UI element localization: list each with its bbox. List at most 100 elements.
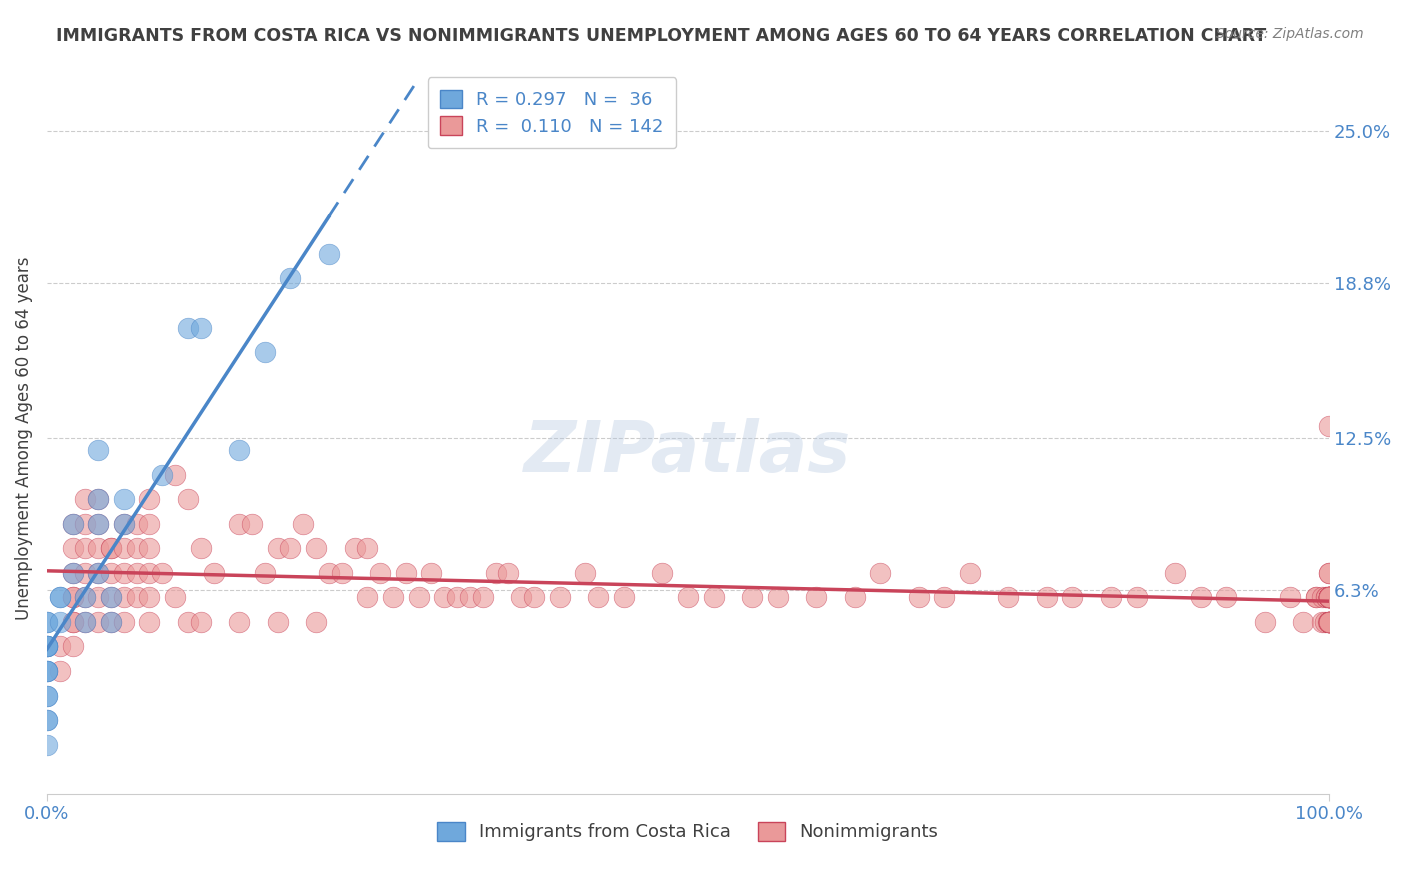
Point [676, 591, 699, 605]
Point [112, 516, 135, 531]
Point [1315, 591, 1337, 605]
Point [253, 566, 276, 580]
Point [150, 566, 173, 580]
Point [62, 566, 84, 580]
Point [586, 591, 609, 605]
Point [190, 320, 212, 334]
Point [844, 591, 866, 605]
Point [330, 566, 353, 580]
Point [87, 591, 110, 605]
Point [100, 566, 122, 580]
Point [228, 516, 250, 531]
Point [1317, 591, 1340, 605]
Point [420, 566, 443, 580]
Point [35, 689, 58, 703]
Point [343, 541, 366, 556]
Point [1317, 591, 1340, 605]
Point [62, 591, 84, 605]
Point [1317, 566, 1340, 580]
Point [228, 443, 250, 458]
Point [112, 492, 135, 507]
Point [1292, 615, 1315, 629]
Point [112, 615, 135, 629]
Point [190, 541, 212, 556]
Point [87, 615, 110, 629]
Point [62, 615, 84, 629]
Point [87, 443, 110, 458]
Point [498, 566, 520, 580]
Point [35, 664, 58, 678]
Point [112, 566, 135, 580]
Point [177, 615, 200, 629]
Point [471, 591, 494, 605]
Point [280, 271, 302, 285]
Point [1099, 591, 1122, 605]
Point [510, 591, 533, 605]
Point [1215, 591, 1237, 605]
Point [100, 615, 122, 629]
Point [382, 591, 405, 605]
Point [62, 516, 84, 531]
Point [100, 541, 122, 556]
Point [125, 566, 148, 580]
Point [75, 615, 97, 629]
Point [62, 541, 84, 556]
Point [1312, 615, 1334, 629]
Point [87, 541, 110, 556]
Point [125, 591, 148, 605]
Point [1317, 591, 1340, 605]
Point [177, 492, 200, 507]
Point [1189, 591, 1212, 605]
Point [1317, 591, 1340, 605]
Point [87, 492, 110, 507]
Point [62, 640, 84, 654]
Point [100, 541, 122, 556]
Point [1315, 591, 1337, 605]
Point [1164, 566, 1187, 580]
Point [48, 664, 70, 678]
Point [1317, 566, 1340, 580]
Point [1313, 615, 1336, 629]
Point [702, 591, 724, 605]
Point [368, 566, 391, 580]
Point [959, 566, 981, 580]
Point [62, 566, 84, 580]
Point [1317, 615, 1340, 629]
Point [75, 492, 97, 507]
Point [202, 566, 225, 580]
Y-axis label: Unemployment Among Ages 60 to 64 years: Unemployment Among Ages 60 to 64 years [15, 256, 32, 620]
Point [228, 615, 250, 629]
Point [305, 615, 328, 629]
Point [484, 566, 506, 580]
Point [1317, 615, 1340, 629]
Point [100, 615, 122, 629]
Point [100, 591, 122, 605]
Text: Source: ZipAtlas.com: Source: ZipAtlas.com [1216, 27, 1364, 41]
Point [138, 541, 160, 556]
Point [240, 516, 263, 531]
Point [35, 664, 58, 678]
Point [75, 541, 97, 556]
Point [1317, 591, 1340, 605]
Point [75, 591, 97, 605]
Point [35, 689, 58, 703]
Point [1317, 615, 1340, 629]
Point [869, 566, 891, 580]
Point [266, 541, 288, 556]
Point [318, 566, 340, 580]
Point [112, 516, 135, 531]
Point [177, 320, 200, 334]
Point [1317, 591, 1340, 605]
Point [408, 591, 430, 605]
Point [1316, 615, 1339, 629]
Point [138, 516, 160, 531]
Point [804, 591, 827, 605]
Point [100, 591, 122, 605]
Point [266, 615, 288, 629]
Point [1317, 615, 1340, 629]
Point [766, 591, 789, 605]
Point [458, 591, 481, 605]
Point [75, 591, 97, 605]
Point [1036, 591, 1059, 605]
Point [1312, 591, 1334, 605]
